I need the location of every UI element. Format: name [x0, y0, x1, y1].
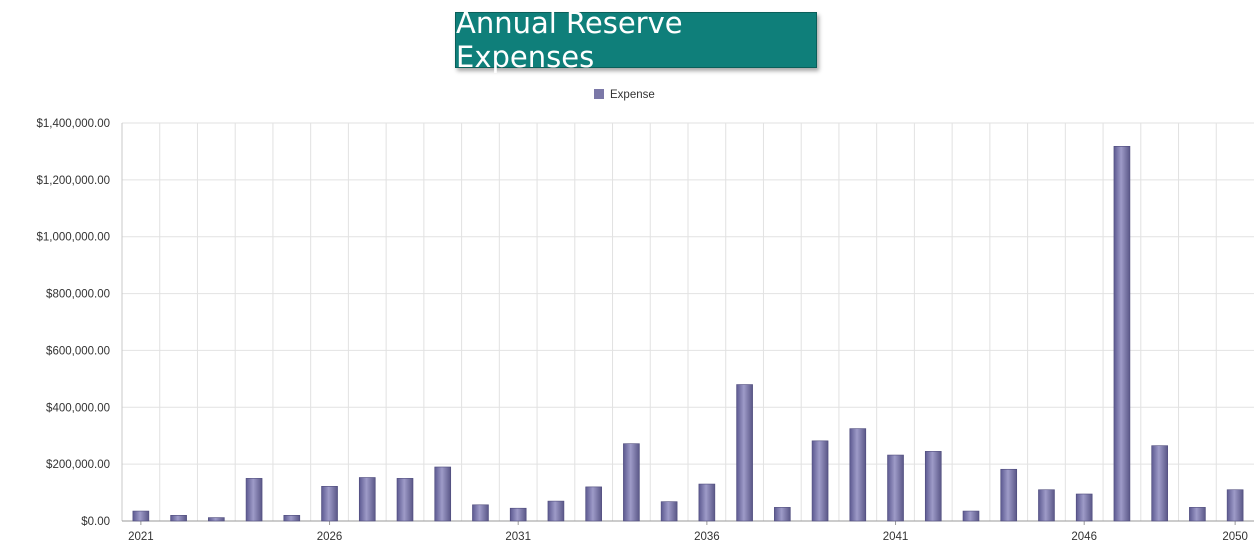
y-tick-labels: $0.00 $200,000.00 $400,000.00 $600,000.00 $8…	[36, 118, 110, 528]
x-tick-label: 2050	[1222, 531, 1248, 543]
bar-2030[interactable]	[472, 504, 489, 522]
bar-2049[interactable]	[1189, 507, 1206, 522]
x-tick-label: 2031	[505, 531, 531, 543]
bar-2050[interactable]	[1226, 489, 1244, 522]
y-tick-label: $800,000.00	[46, 289, 110, 301]
bar-2038[interactable]	[774, 507, 791, 522]
bar-2025[interactable]	[283, 515, 301, 522]
bar-2042[interactable]	[924, 451, 942, 522]
bar-2028[interactable]	[396, 478, 414, 522]
x-tick-label: 2021	[128, 531, 154, 543]
grid-lines	[122, 122, 1254, 522]
bar-2044[interactable]	[1000, 468, 1018, 522]
legend[interactable]: Expense	[594, 89, 655, 101]
bar-2036[interactable]	[698, 483, 716, 522]
x-tick-label: 2046	[1071, 531, 1097, 543]
bar-2033[interactable]	[585, 486, 602, 522]
y-tick-label: $400,000.00	[46, 402, 110, 414]
x-tick-label: 2026	[317, 531, 343, 543]
bar-2026[interactable]	[321, 486, 338, 522]
axes	[121, 123, 1254, 525]
y-tick-label: $0.00	[81, 516, 110, 528]
chart-title: Annual Reserve Expenses	[456, 6, 683, 74]
bar-2047[interactable]	[1113, 146, 1131, 522]
x-tick-label: 2036	[694, 531, 720, 543]
y-tick-label: $1,200,000.00	[36, 175, 110, 187]
bar-2029[interactable]	[434, 466, 452, 522]
bar-2032[interactable]	[547, 500, 565, 522]
bar-2045[interactable]	[1038, 489, 1055, 522]
y-tick-label: $1,400,000.00	[36, 118, 110, 130]
bar-2024[interactable]	[245, 478, 263, 522]
bar-2040[interactable]	[849, 428, 867, 522]
bar-2022[interactable]	[170, 515, 187, 522]
y-tick-label: $200,000.00	[46, 459, 110, 471]
bar-2023[interactable]	[208, 517, 225, 522]
bar-2035[interactable]	[660, 501, 678, 522]
y-tick-label: $600,000.00	[46, 345, 110, 357]
bar-2041[interactable]	[887, 454, 904, 522]
x-tick-labels: 2021 2026 2031 2036 2041 2046 2050	[128, 531, 1248, 543]
bar-2031[interactable]	[509, 507, 527, 522]
chart-title-box: Annual Reserve Expenses	[455, 6, 817, 74]
bar-2027[interactable]	[358, 477, 376, 522]
x-tick-label: 2041	[883, 531, 909, 543]
bar-2048[interactable]	[1151, 445, 1168, 522]
bars	[132, 146, 1244, 522]
bar-2043[interactable]	[962, 510, 980, 522]
legend-swatch	[594, 89, 604, 99]
legend-label[interactable]: Expense	[610, 89, 655, 101]
bar-2021[interactable]	[132, 510, 150, 522]
y-tick-label: $1,000,000.00	[36, 232, 110, 244]
bar-2039[interactable]	[811, 440, 829, 522]
bar-2037[interactable]	[736, 384, 753, 522]
bar-2034[interactable]	[623, 443, 640, 522]
bar-2046[interactable]	[1075, 493, 1093, 522]
